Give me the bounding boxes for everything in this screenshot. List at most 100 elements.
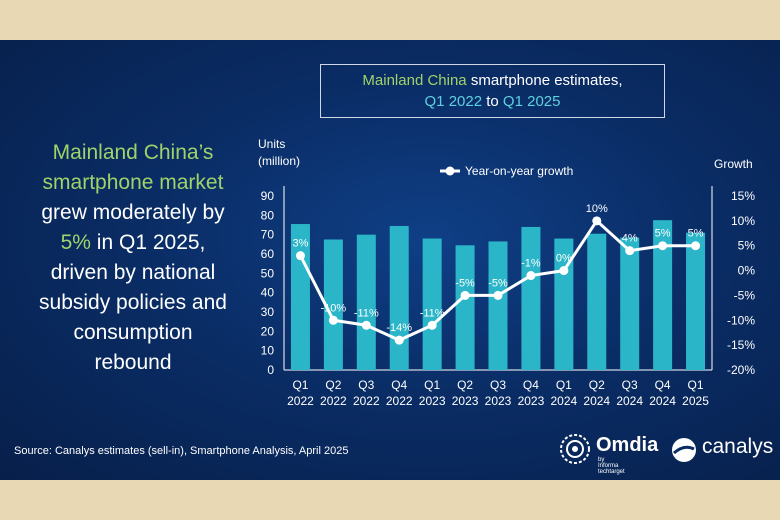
growth-point xyxy=(691,241,701,251)
headline-line6: subsidy policies and xyxy=(39,291,227,314)
x-label-year: 2023 xyxy=(452,394,479,408)
growth-point xyxy=(394,335,404,345)
growth-point xyxy=(328,315,338,325)
x-label-quarter: Q4 xyxy=(523,378,539,392)
growth-point xyxy=(625,246,635,256)
omdia-tagline: by Informa techtarget xyxy=(598,457,625,475)
x-label-quarter: Q4 xyxy=(391,378,407,392)
growth-data-label: -5% xyxy=(488,277,508,289)
right-tick-label: 5% xyxy=(738,239,756,253)
growth-data-label: 3% xyxy=(293,238,309,250)
headline-line5: driven by national xyxy=(50,261,216,284)
right-tick-label: -20% xyxy=(727,363,755,377)
bar xyxy=(389,225,409,370)
bar-series xyxy=(290,220,706,370)
x-label-year: 2024 xyxy=(550,394,577,408)
growth-point xyxy=(361,320,371,330)
canalys-wordmark: canalys xyxy=(702,435,774,458)
headline-line3: grew moderately by xyxy=(41,201,225,224)
x-label-quarter: Q4 xyxy=(655,378,671,392)
right-axis-ticks: -20% -15% -10% -5% 0% 5% 10% 15% xyxy=(284,186,755,377)
growth-data-label: 10% xyxy=(586,203,608,215)
bar xyxy=(488,241,508,370)
headline-line1: Mainland China’s xyxy=(52,141,214,164)
left-tick-label: 70 xyxy=(261,228,275,242)
growth-data-label: -5% xyxy=(455,277,475,289)
title-end-period: Q1 2025 xyxy=(502,93,561,110)
headline: Mainland China’s smartphone market grew … xyxy=(18,138,248,378)
left-tick-label: 0 xyxy=(267,363,274,377)
left-axis-title-line: (million) xyxy=(258,154,300,168)
bar xyxy=(653,220,673,370)
growth-point xyxy=(592,216,602,226)
canalys-logo-icon xyxy=(672,438,696,462)
growth-data-label: 4% xyxy=(622,233,638,245)
growth-data-label: -14% xyxy=(386,322,412,334)
right-tick-label: -10% xyxy=(727,313,755,327)
bar xyxy=(521,226,541,370)
title-estimates: smartphone estimates, xyxy=(466,72,623,89)
legend-marker-icon xyxy=(445,166,455,176)
bar xyxy=(290,224,310,370)
left-axis-ticks: 0 10 20 30 40 50 60 70 80 90 xyxy=(261,186,285,377)
legend-label: Year-on-year growth xyxy=(465,164,573,178)
right-tick-label: 0% xyxy=(738,264,756,278)
x-label-quarter: Q2 xyxy=(325,378,341,392)
headline-line2: smartphone market xyxy=(42,171,224,194)
x-label-quarter: Q3 xyxy=(622,378,638,392)
x-label-quarter: Q2 xyxy=(457,378,473,392)
x-label-quarter: Q2 xyxy=(589,378,605,392)
growth-point xyxy=(559,266,569,276)
combo-chart: Units (million) Growth Year-on-year growt… xyxy=(258,137,755,408)
x-label-quarter: Q1 xyxy=(292,378,308,392)
right-tick-label: 10% xyxy=(731,214,755,228)
growth-data-label: 5% xyxy=(655,228,671,240)
x-label-year: 2022 xyxy=(320,394,347,408)
x-label-year: 2024 xyxy=(583,394,610,408)
x-label-year: 2022 xyxy=(353,394,380,408)
x-label-quarter: Q1 xyxy=(424,378,440,392)
headline-period: in Q1 2025, xyxy=(90,231,206,254)
growth-point xyxy=(460,290,470,300)
x-label-year: 2023 xyxy=(419,394,446,408)
growth-point xyxy=(295,251,305,261)
right-tick-label: -5% xyxy=(734,288,756,302)
left-tick-label: 30 xyxy=(261,305,275,319)
chart-title-line1: Mainland China smartphone estimates, xyxy=(321,70,664,91)
bar xyxy=(587,233,607,370)
x-label-year: 2022 xyxy=(287,394,314,408)
right-tick-label: -15% xyxy=(727,338,755,352)
omdia-wordmark: Omdia xyxy=(596,434,659,456)
title-to: to xyxy=(482,93,503,110)
title-mainland-china: Mainland China xyxy=(362,72,467,89)
x-label-year: 2023 xyxy=(485,394,512,408)
bar xyxy=(455,245,475,370)
headline-line4: 5% in Q1 2025, xyxy=(18,228,248,258)
left-tick-label: 10 xyxy=(261,344,275,358)
source-note: Source: Canalys estimates (sell-in), Sma… xyxy=(14,445,349,457)
x-axis-labels: Q1 2022 Q2 2022 Q3 2022 Q4 2022 Q1 2023 Q2 2023 Q3 20… xyxy=(287,378,709,408)
headline-growth-value: 5% xyxy=(60,231,91,254)
x-label-year: 2024 xyxy=(649,394,676,408)
x-label-quarter: Q3 xyxy=(358,378,374,392)
x-label-quarter: Q1 xyxy=(556,378,572,392)
growth-data-label: -11% xyxy=(354,307,379,319)
right-tick-label: 15% xyxy=(731,189,755,203)
growth-data-label: -11% xyxy=(420,307,445,319)
left-axis-title: Units (million) xyxy=(258,137,300,168)
chart-title-line2: Q1 2022 to Q1 2025 xyxy=(321,91,664,112)
x-label-year: 2025 xyxy=(682,394,709,408)
left-tick-label: 40 xyxy=(261,286,275,300)
headline-line7: consumption xyxy=(73,321,193,344)
growth-point xyxy=(526,271,536,281)
legend: Year-on-year growth xyxy=(440,164,573,178)
chart-title-box: Mainland China smartphone estimates, Q1 … xyxy=(320,64,665,118)
left-tick-label: 60 xyxy=(261,247,275,261)
bar xyxy=(422,238,442,370)
x-label-quarter: Q1 xyxy=(688,378,704,392)
left-tick-label: 20 xyxy=(261,324,275,338)
growth-data-label: 5% xyxy=(688,228,704,240)
headline-line8: rebound xyxy=(94,351,172,374)
growth-point xyxy=(493,290,503,300)
left-tick-label: 80 xyxy=(261,208,275,222)
